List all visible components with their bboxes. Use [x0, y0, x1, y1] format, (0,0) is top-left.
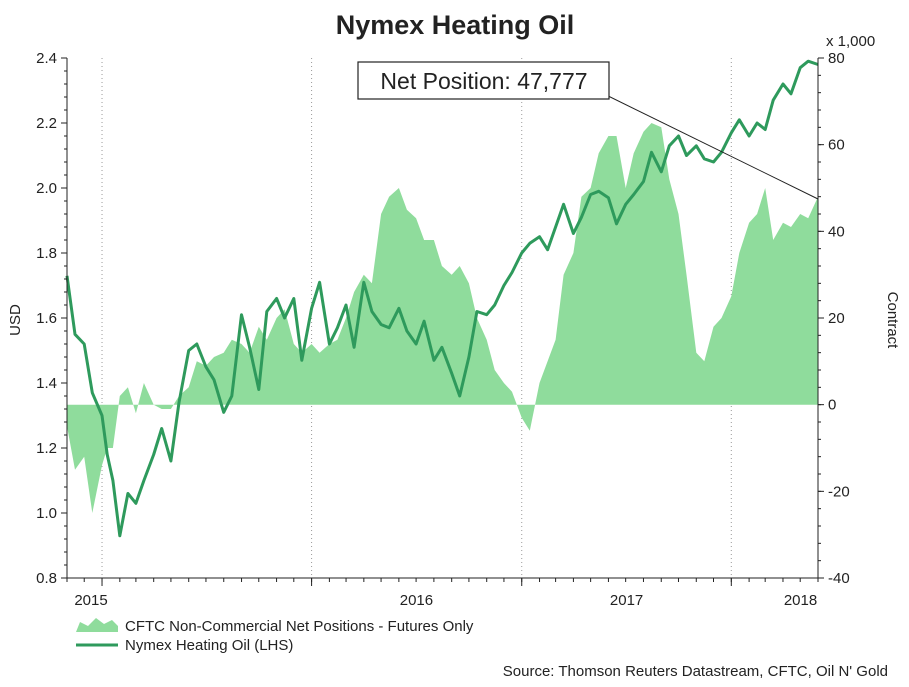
net-position-area	[67, 123, 818, 513]
legend-area-label: CFTC Non-Commercial Net Positions - Futu…	[125, 618, 474, 635]
right-tick-label: -20	[828, 483, 850, 500]
right-tick-label: 60	[828, 137, 845, 154]
right-tick-label: 0	[828, 397, 836, 414]
left-axis-label: USD	[7, 304, 24, 336]
x-tick-label: 2015	[74, 592, 107, 609]
left-tick-label: 1.4	[36, 375, 57, 392]
source-note: Source: Thomson Reuters Datastream, CFTC…	[503, 663, 888, 680]
left-tick-label: 1.8	[36, 245, 57, 262]
heating-oil-line-layer	[65, 59, 819, 538]
net-position-callout: Net Position: 47,777	[357, 61, 819, 200]
chart-title: Nymex Heating Oil	[336, 10, 575, 40]
x-tick-label: 2018	[784, 592, 817, 609]
right-axis-label: Contract	[884, 292, 901, 350]
right-tick-label: 80	[828, 50, 845, 67]
left-tick-label: 1.6	[36, 310, 57, 327]
tick-layer: 0.8 1.0 1.2 1.4 1.6 1.8 2.0 2.2 2.4 -40 -20 0 20 40 60…	[36, 50, 850, 609]
left-tick-label: 1.0	[36, 505, 57, 522]
left-tick-label: 1.2	[36, 440, 57, 457]
legend-area-swatch	[76, 618, 118, 632]
left-tick-label: 2.4	[36, 50, 57, 67]
callout-leader-line	[595, 89, 819, 200]
callout-box	[357, 61, 610, 100]
legend: CFTC Non-Commercial Net Positions - Futu…	[76, 618, 474, 654]
left-tick-label: 2.2	[36, 115, 57, 132]
x-tick-label: 2016	[400, 592, 433, 609]
left-tick-label: 2.0	[36, 180, 57, 197]
right-tick-label: 40	[828, 223, 845, 240]
left-tick-label: 0.8	[36, 570, 57, 587]
right-tick-label: 20	[828, 310, 845, 327]
right-tick-label: -40	[828, 570, 850, 587]
net-position-area-layer	[67, 123, 818, 513]
heating-oil-line	[65, 59, 819, 538]
x-tick-label: 2017	[610, 592, 643, 609]
right-axis-multiplier: x 1,000	[826, 33, 875, 50]
legend-line-label: Nymex Heating Oil (LHS)	[125, 637, 293, 654]
callout-text: Net Position: 47,777	[380, 68, 587, 94]
